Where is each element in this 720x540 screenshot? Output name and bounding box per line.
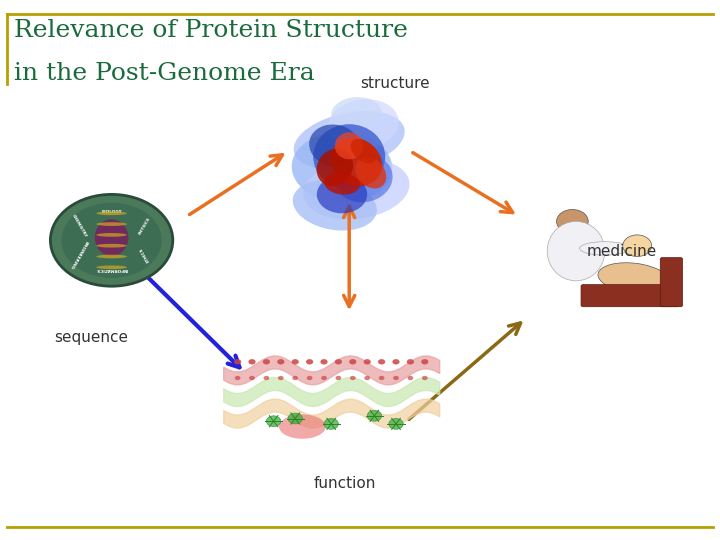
Text: Relevance of Protein Structure: Relevance of Protein Structure [14,19,408,42]
Text: structure: structure [360,76,430,91]
Circle shape [378,359,385,364]
Text: in the Post-Genome Era: in the Post-Genome Era [14,62,315,85]
Text: medicine: medicine [587,244,657,259]
Ellipse shape [294,111,405,170]
Circle shape [336,376,341,380]
Ellipse shape [317,176,367,213]
Ellipse shape [351,139,377,164]
Ellipse shape [309,125,361,167]
Circle shape [408,376,413,380]
Circle shape [50,194,173,286]
Ellipse shape [598,263,669,293]
Text: PHYSICS: PHYSICS [138,217,151,235]
Ellipse shape [303,158,410,220]
Circle shape [367,410,382,421]
Circle shape [249,376,255,380]
Ellipse shape [96,266,127,269]
Circle shape [307,376,312,380]
Circle shape [235,376,240,380]
Ellipse shape [96,244,127,247]
Circle shape [389,418,403,429]
Circle shape [379,376,384,380]
Ellipse shape [547,221,605,281]
Circle shape [393,376,399,380]
Ellipse shape [96,233,127,237]
Circle shape [407,359,414,364]
Circle shape [421,359,428,364]
Circle shape [264,376,269,380]
Circle shape [278,376,284,380]
Circle shape [364,376,370,380]
Ellipse shape [317,148,353,186]
Ellipse shape [335,132,364,159]
Circle shape [292,376,298,380]
Text: function: function [313,476,376,491]
Circle shape [248,359,256,364]
Circle shape [288,413,302,424]
Circle shape [320,359,328,364]
Circle shape [306,359,313,364]
Text: sequence: sequence [54,330,128,345]
Circle shape [292,359,299,364]
Circle shape [350,376,356,380]
Ellipse shape [324,173,360,194]
Ellipse shape [331,97,382,130]
Circle shape [623,235,652,256]
Ellipse shape [95,219,128,256]
Circle shape [335,359,342,364]
FancyBboxPatch shape [581,285,679,307]
Circle shape [263,359,270,364]
Ellipse shape [96,255,127,258]
Ellipse shape [580,241,630,255]
Circle shape [61,202,162,278]
Ellipse shape [279,415,325,438]
Ellipse shape [96,212,127,215]
Ellipse shape [328,99,399,149]
Text: BIOLOGY: BIOLOGY [102,210,122,214]
Circle shape [266,416,281,427]
Circle shape [392,359,400,364]
Circle shape [321,376,327,380]
Text: INFORMATICS: INFORMATICS [96,267,127,271]
FancyBboxPatch shape [660,258,683,307]
Ellipse shape [356,157,386,188]
Ellipse shape [293,180,377,231]
Ellipse shape [313,124,385,189]
Circle shape [324,418,338,429]
Ellipse shape [292,132,392,202]
Circle shape [277,359,284,364]
Text: ETHICS: ETHICS [139,246,150,262]
Ellipse shape [330,138,382,186]
Circle shape [364,359,371,364]
Ellipse shape [96,222,127,226]
Circle shape [422,376,428,380]
Circle shape [234,359,241,364]
Ellipse shape [335,154,392,202]
Circle shape [349,359,356,364]
Text: CHEMISTRY: CHEMISTRY [71,214,87,239]
Text: ENGINEERING: ENGINEERING [69,240,89,269]
Circle shape [557,210,588,233]
